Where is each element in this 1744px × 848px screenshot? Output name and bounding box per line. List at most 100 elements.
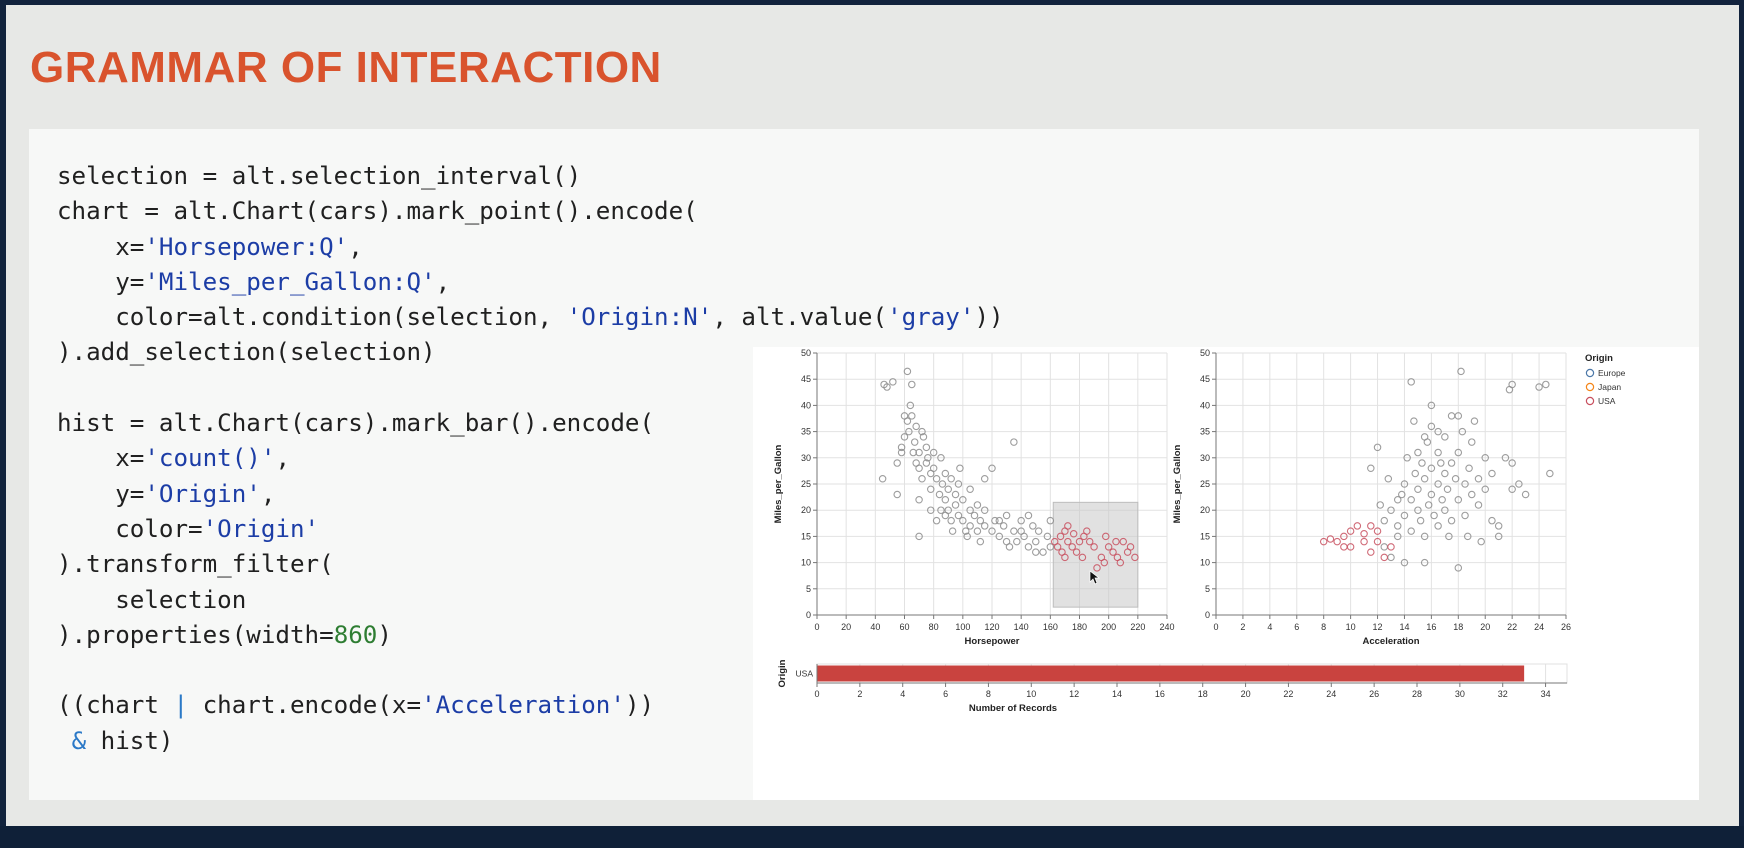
- x-tick-label: 20: [841, 622, 851, 632]
- chart-svg[interactable]: 0 20 40 60 80 100 120 140 160 180 200 220 2400510152…: [753, 347, 1699, 800]
- data-point: [1043, 532, 1052, 541]
- data-point: [1468, 438, 1476, 446]
- data-point: [1013, 537, 1021, 546]
- code-token: ,: [275, 444, 290, 473]
- data-point: [1100, 558, 1109, 567]
- data-point: [932, 475, 941, 483]
- data-point: [1360, 530, 1368, 538]
- legend-symbol: [1585, 382, 1595, 392]
- data-point: [1024, 543, 1033, 551]
- x-tick-label: 100: [955, 622, 970, 632]
- data-point: [905, 427, 913, 436]
- data-point: [1380, 543, 1389, 551]
- data-point: [1454, 564, 1463, 572]
- acceleration-scatter[interactable]: 0 2 4 6 8 10 12 14 16 18 20 22 24 2605101520253035404…: [1172, 348, 1571, 647]
- data-point: [1461, 511, 1469, 520]
- code-token: ,: [260, 479, 276, 508]
- data-point: [1068, 543, 1076, 551]
- data-point: [1400, 480, 1409, 488]
- data-point: [1414, 448, 1422, 457]
- data-point: [1414, 506, 1422, 514]
- code-line: y='Origin',: [57, 480, 275, 508]
- data-point: [1367, 464, 1375, 473]
- data-point: [1393, 532, 1402, 541]
- data-point: [1470, 417, 1479, 425]
- code-token: |: [173, 691, 189, 720]
- code-token: 'Origin': [144, 479, 261, 508]
- horsepower-scatter[interactable]: 0 20 40 60 80 100 120 140 160 180 200 220 240 0 5 10 15 2…: [773, 348, 1175, 647]
- data-point: [897, 448, 906, 457]
- x-tick-label: 10: [1026, 689, 1036, 699]
- code-token: 'Origin:N': [566, 303, 713, 332]
- data-point: [927, 485, 935, 493]
- data-point: [1407, 495, 1415, 504]
- x-tick-label: 0: [1213, 622, 1218, 632]
- y-tick-label: 15: [1200, 531, 1210, 541]
- code-line: chart = alt.Chart(cars).mark_point().enc…: [57, 197, 698, 225]
- data-point: [1494, 532, 1503, 541]
- code-token: ).add_selection(selection): [57, 338, 436, 367]
- data-point: [1494, 522, 1503, 530]
- code-line: hist = alt.Chart(cars).mark_bar().encode…: [57, 409, 654, 437]
- hist-bar: [817, 665, 1525, 682]
- data-point: [1454, 448, 1463, 457]
- data-point: [1064, 522, 1072, 530]
- data-point: [1445, 532, 1453, 541]
- code-line: ((chart | chart.encode(x='Acceleration')…: [57, 691, 654, 719]
- data-point: [1515, 480, 1523, 488]
- y-tick-label: 10: [1200, 558, 1210, 568]
- data-point: [1075, 537, 1084, 546]
- code-token: , alt.value(: [712, 303, 888, 332]
- data-point: [1430, 511, 1438, 520]
- code-token: selection = alt.selection_interval(): [57, 162, 582, 190]
- y-axis-title: Origin: [777, 659, 788, 687]
- data-point: [1387, 506, 1395, 514]
- data-point: [1002, 511, 1011, 520]
- chart-area[interactable]: 0 20 40 60 80 100 120 140 160 180 200 220 240 0 5 10 15 2…: [753, 347, 1699, 800]
- data-point: [1393, 522, 1402, 530]
- data-point: [1116, 558, 1125, 567]
- data-point: [1501, 454, 1510, 462]
- data-point: [893, 490, 901, 499]
- data-point: [1398, 490, 1406, 499]
- data-point: [1447, 412, 1456, 420]
- data-point: [1434, 427, 1442, 436]
- data-point: [1053, 543, 1062, 551]
- x-tick-label: 18: [1198, 689, 1208, 699]
- data-point: [951, 490, 960, 499]
- data-point: [1427, 464, 1436, 473]
- data-point: [1367, 548, 1375, 556]
- data-point: [1457, 367, 1465, 376]
- legend-label: Europe: [1598, 368, 1626, 378]
- data-point: [947, 516, 955, 525]
- code-line: selection = alt.selection_interval(): [57, 162, 581, 190]
- data-point: [1463, 532, 1472, 541]
- data-point: [1112, 537, 1120, 546]
- x-tick-label: 0: [814, 689, 819, 699]
- content-panel: selection = alt.selection_interval() cha…: [29, 129, 1699, 800]
- data-point: [991, 516, 999, 525]
- code-line: selection: [57, 586, 246, 614]
- data-point: [1393, 495, 1402, 504]
- x-tick-label: 18: [1453, 622, 1463, 632]
- data-point: [1474, 501, 1483, 509]
- code-token: hist = alt.Chart(cars).mark_bar().encode…: [57, 409, 655, 438]
- data-point: [1387, 553, 1395, 562]
- x-tick-label: 26: [1561, 622, 1571, 632]
- data-point: [1441, 469, 1449, 478]
- code-token: ).properties(width=: [57, 620, 334, 649]
- data-point: [963, 532, 971, 541]
- code-line: color='Origin': [57, 515, 319, 543]
- y-tick-label: 50: [801, 348, 811, 358]
- data-point: [900, 433, 909, 441]
- x-axis-title: Number of Records: [969, 703, 1057, 714]
- data-point: [973, 501, 982, 509]
- x-tick-label: 0: [814, 622, 819, 632]
- data-point: [1437, 459, 1445, 467]
- y-tick-label: 35: [1200, 427, 1210, 437]
- data-point: [1031, 548, 1040, 556]
- data-point: [883, 383, 891, 391]
- code-token: 860: [333, 620, 378, 649]
- data-point: [973, 527, 982, 535]
- data-point: [1078, 553, 1087, 562]
